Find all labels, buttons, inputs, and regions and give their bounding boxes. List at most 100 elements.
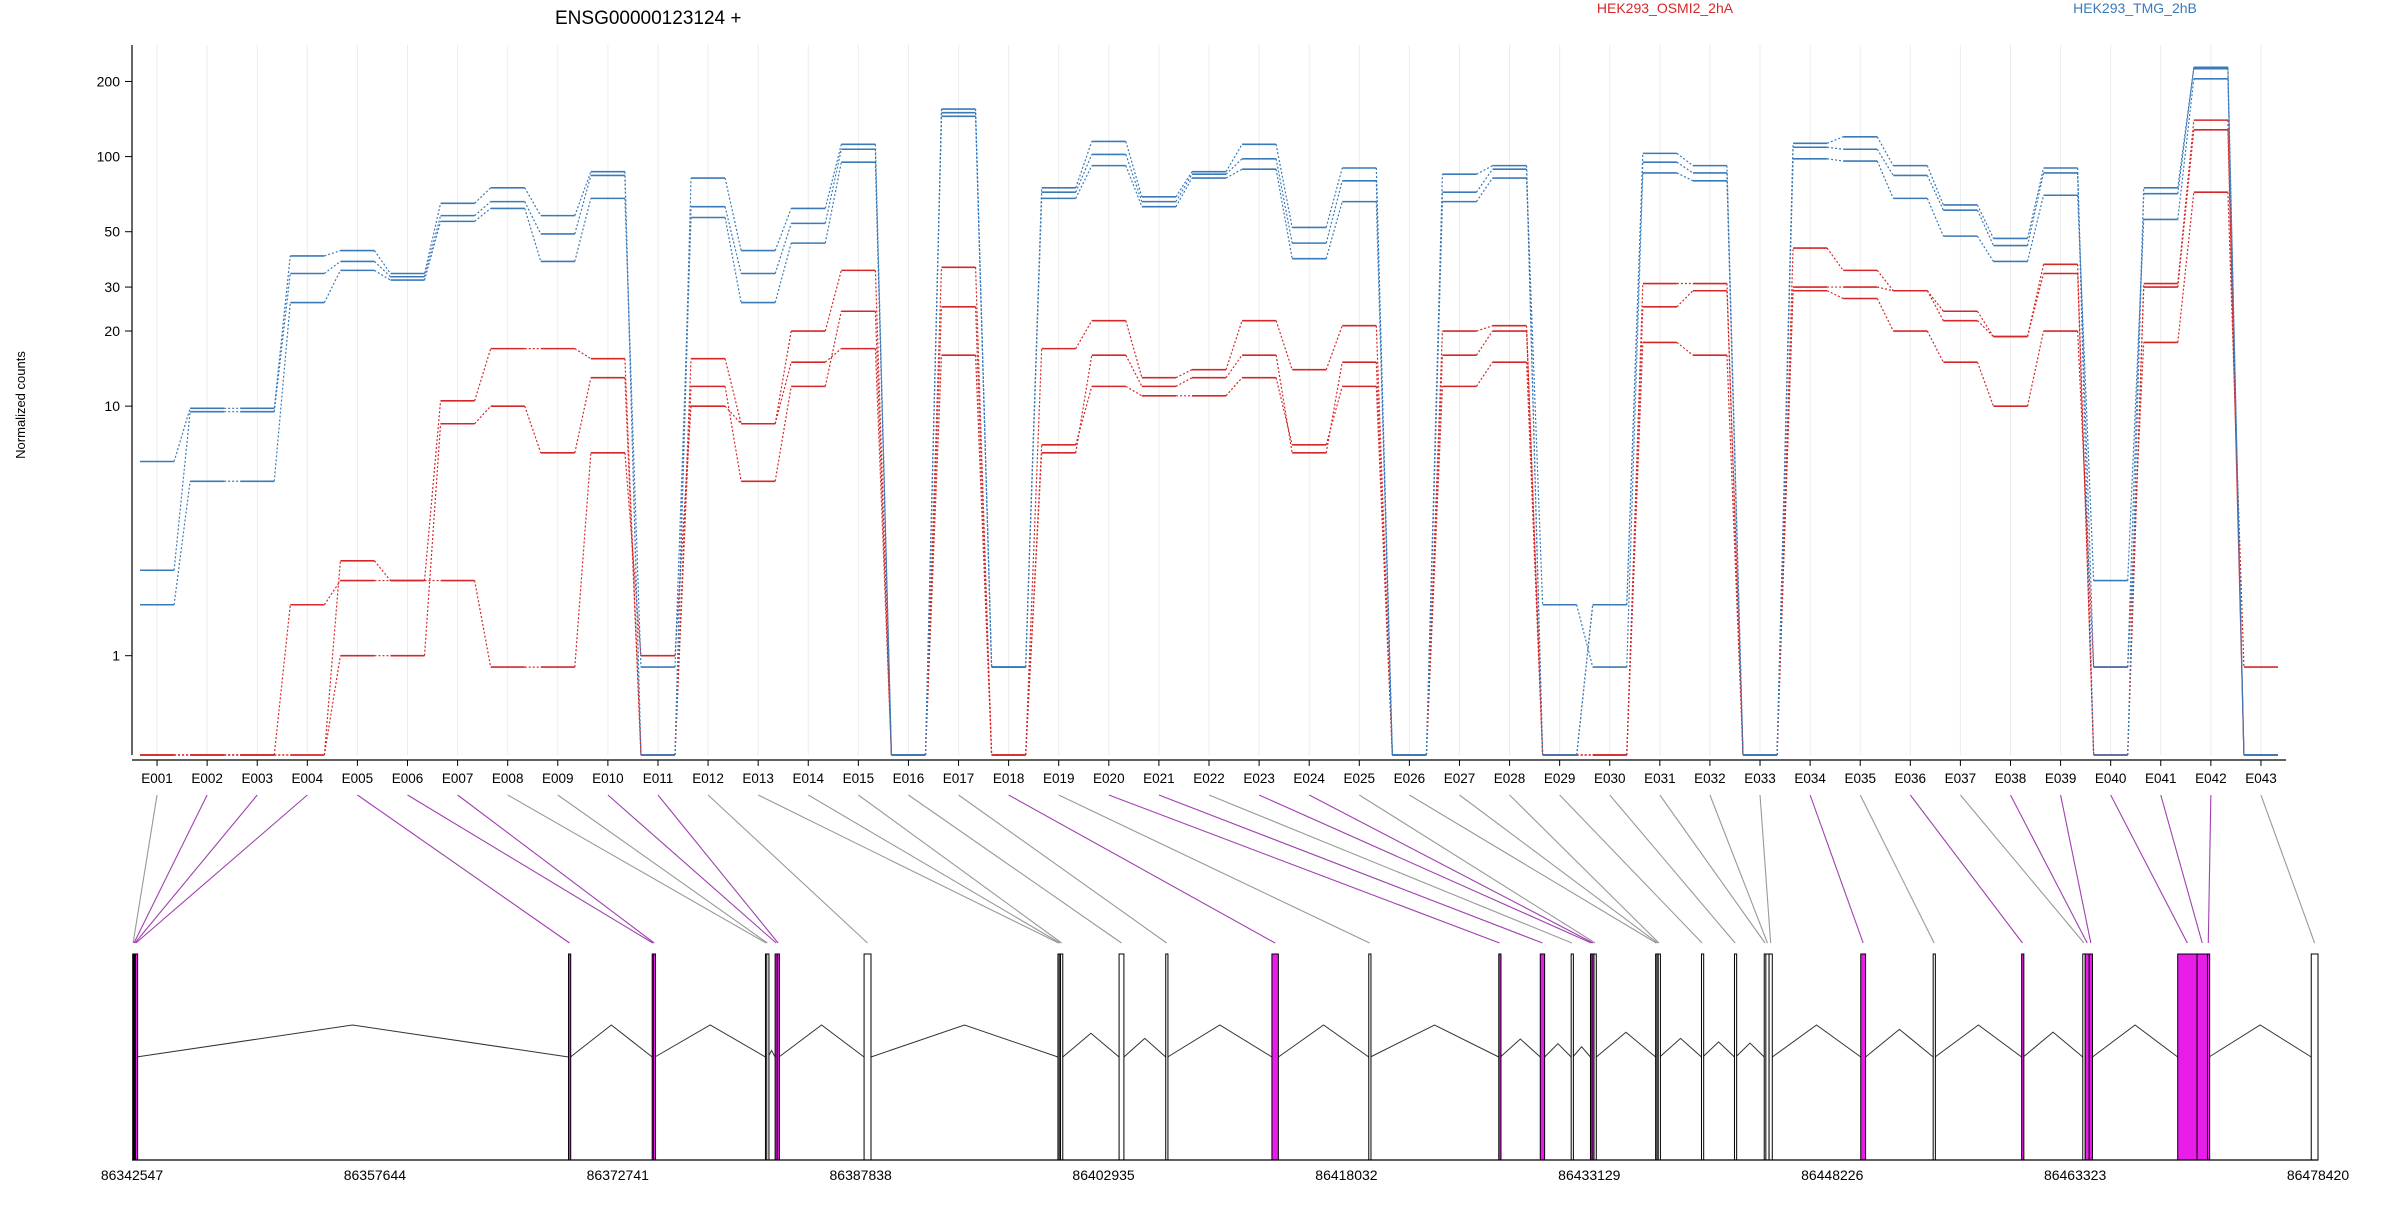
connector-E040 (2110, 794, 2188, 944)
intron-30 (1735, 1042, 1765, 1058)
legend: HEK293_OSMI2_2hA HEK293_TMG_2hB (1597, 0, 2197, 16)
genomic-tick-label-3: 86372741 (587, 1167, 650, 1183)
series-6-segment-11 (674, 178, 692, 756)
intron-20 (1500, 1038, 1541, 1058)
series-6-segment-12 (724, 177, 742, 251)
x-tick-label-E011: E011 (643, 771, 674, 786)
series-1-segment-9 (574, 452, 592, 668)
series-2-segment-20 (1125, 354, 1143, 387)
series-3-segment-7 (474, 348, 492, 402)
exon-E004 (134, 953, 139, 1161)
series-2-segment-8 (524, 405, 542, 454)
series-6-segment-6 (423, 203, 442, 274)
series-6-segment-40 (2127, 187, 2145, 756)
series-2-segment-24 (1325, 362, 1343, 453)
series-4-segment-16 (924, 116, 943, 756)
exon-E021 (1539, 953, 1546, 1161)
series-4-segment-4 (323, 270, 341, 303)
exon-E012 (863, 953, 872, 1161)
connector-E042 (2207, 794, 2212, 944)
series-3-segment-28 (1525, 325, 1544, 756)
series-1-segment-41 (2177, 192, 2195, 343)
series-6-segment-8 (524, 187, 542, 216)
x-tick-label-E037: E037 (1945, 771, 1977, 786)
connector-E001 (132, 794, 158, 944)
series-4-segment-35 (1876, 160, 1894, 199)
series-5-segment-11 (674, 206, 692, 756)
series-6-segment-16 (924, 109, 943, 756)
series-5-segment-6 (423, 215, 442, 277)
series-1-segment-28 (1525, 362, 1544, 756)
connector-layer (132, 794, 2316, 944)
series-3-segment-19 (1075, 320, 1093, 349)
series-5-segment-9 (574, 175, 592, 235)
series-6-segment-39 (2077, 167, 2095, 756)
intron-35 (1934, 1024, 2022, 1058)
series-3-segment-9 (574, 348, 592, 360)
series-3-segment-23 (1275, 320, 1293, 370)
series-1-segment-38 (2026, 330, 2045, 407)
exon-E039 (2088, 953, 2093, 1161)
x-tick-label-E013: E013 (742, 771, 774, 786)
x-tick-label-E018: E018 (993, 771, 1025, 786)
series-3-segment-38 (2026, 264, 2045, 337)
connector-E032 (1709, 794, 1768, 944)
series-3-segment-6 (423, 400, 442, 581)
x-tick-label-E038: E038 (1995, 771, 2027, 786)
series-2-segment-25 (1375, 362, 1393, 756)
series-5-segment-13 (774, 223, 792, 274)
series-4-segment-36 (1926, 198, 1944, 237)
series-4-segment-37 (1976, 235, 1994, 262)
intron-18 (1278, 1024, 1370, 1058)
series-3-segment-35 (1876, 269, 1894, 292)
intron-28 (1659, 1037, 1702, 1058)
series-3-segment-36 (1926, 290, 1944, 312)
series-2-segment-27 (1475, 330, 1494, 356)
series-5-segment-39 (2077, 172, 2095, 668)
connector-E043 (2260, 794, 2316, 944)
series-6-segment-10 (624, 171, 642, 756)
series-3-segment-30 (1626, 283, 1644, 756)
x-tick-label-E005: E005 (342, 771, 374, 786)
series-2-segment-15 (874, 311, 893, 756)
series-3-segment-37 (1976, 310, 1994, 337)
series-6-segment-21 (1175, 171, 1193, 198)
x-tick-label-E012: E012 (692, 771, 724, 786)
exon-E015 (1060, 953, 1064, 1161)
x-tick-label-E036: E036 (1895, 771, 1927, 786)
series-1-segment-27 (1475, 361, 1494, 387)
connector-E014 (807, 794, 1061, 944)
legend-entry-1: HEK293_OSMI2_2hA (1597, 0, 1734, 16)
series-4-segment-28 (1525, 178, 1544, 605)
genomic-tick-label-2: 86357644 (344, 1167, 407, 1183)
connector-E011 (657, 794, 779, 944)
series-6-segment-26 (1425, 174, 1444, 756)
series-1-segment-3 (273, 604, 291, 756)
connector-E031 (1659, 794, 1766, 944)
series-4-segment-39 (2077, 195, 2095, 581)
connector-E037 (1959, 794, 2085, 944)
series-5-segment-21 (1175, 173, 1193, 202)
series-4-segment-1 (173, 481, 191, 605)
series-3-segment-41 (2177, 120, 2195, 284)
series-4-segment-30 (1626, 172, 1644, 668)
intron-33 (1771, 1024, 1862, 1058)
connector-E039 (2060, 794, 2092, 944)
exon-E009 (766, 953, 770, 1161)
connector-E026 (1409, 794, 1657, 944)
series-4-segment-21 (1175, 177, 1193, 207)
series-2-segment-14 (824, 311, 842, 387)
series-3-segment-13 (774, 330, 792, 424)
series-4-segment-20 (1125, 165, 1143, 207)
series-1-segment-22 (1225, 377, 1243, 397)
intron-42 (2208, 1024, 2312, 1058)
series-3-segment-5 (373, 560, 391, 581)
series-3-segment-26 (1425, 330, 1444, 756)
x-tick-label-E009: E009 (542, 771, 574, 786)
series-6-segment-5 (373, 250, 391, 274)
series-2-segment-33 (1776, 287, 1794, 756)
series-6-segment-15 (874, 144, 893, 756)
series-2-segment-10 (624, 377, 642, 756)
intron-21 (1544, 1043, 1572, 1058)
